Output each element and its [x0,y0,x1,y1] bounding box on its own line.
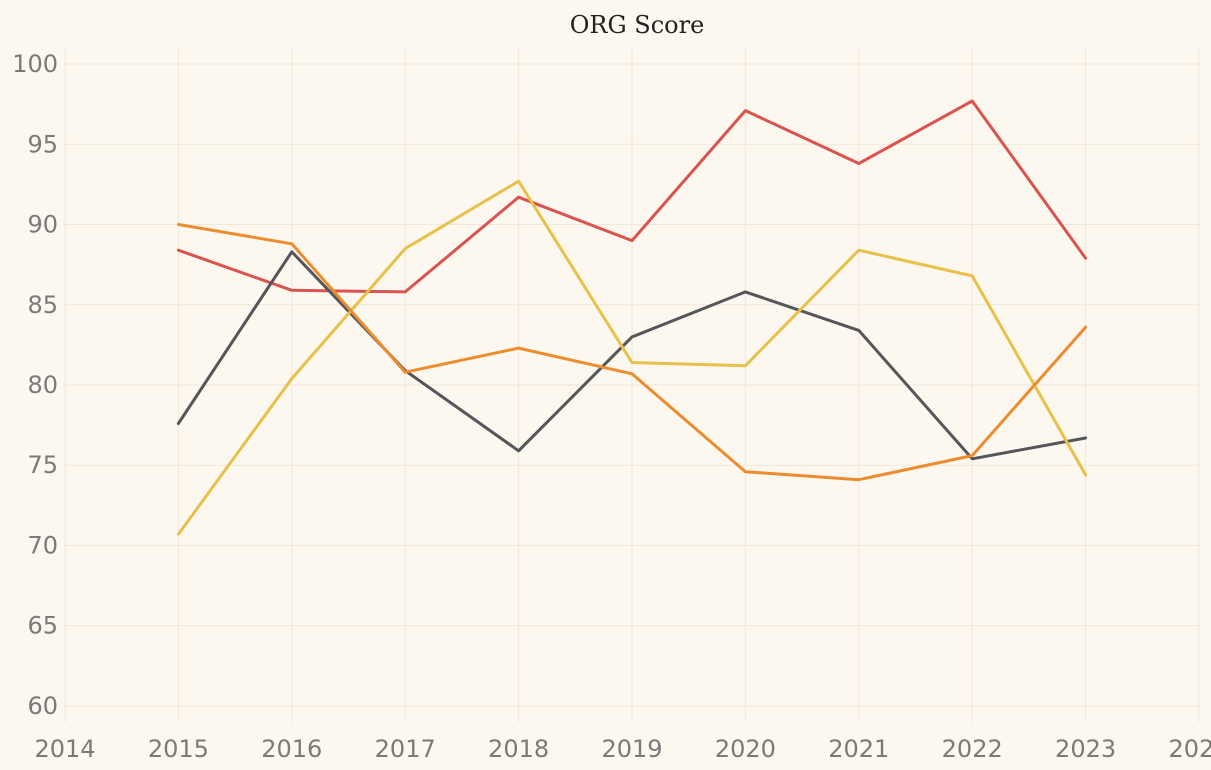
y-tick-label: 85 [27,291,58,319]
x-tick-label: 2017 [375,735,436,763]
y-tick-label: 65 [27,612,58,640]
y-tick-label: 100 [12,50,58,78]
x-tick-label: 2015 [148,735,209,763]
x-tick-label: 2022 [942,735,1003,763]
y-tick-label: 80 [27,371,58,399]
x-tick-label: 2020 [715,735,776,763]
x-tick-label: 2023 [1055,735,1116,763]
y-tick-label: 95 [27,130,58,158]
x-tick-label: 2019 [601,735,662,763]
x-tick-label: 2024 [1168,735,1211,763]
series-line-3 [176,179,1088,536]
grid-layer [64,48,1200,722]
x-axis-ticks: 2014 2015 2016 2017 2018 2019 2020 2021 2022 2023… [34,735,1211,763]
y-axis-ticks: 60 65 70 75 80 85 90 95 100 [12,50,58,720]
series-layer [176,99,1088,536]
x-tick-label: 2014 [34,735,95,763]
series-line-2 [176,250,1088,461]
x-tick-label: 2021 [828,735,889,763]
y-tick-label: 60 [27,692,58,720]
series-line-4 [176,223,1088,482]
y-tick-label: 70 [27,531,58,559]
chart-title: ORG Score [570,11,705,39]
x-tick-label: 2018 [488,735,549,763]
y-tick-label: 90 [27,211,58,239]
y-tick-label: 75 [27,451,58,479]
x-tick-label: 2016 [261,735,322,763]
